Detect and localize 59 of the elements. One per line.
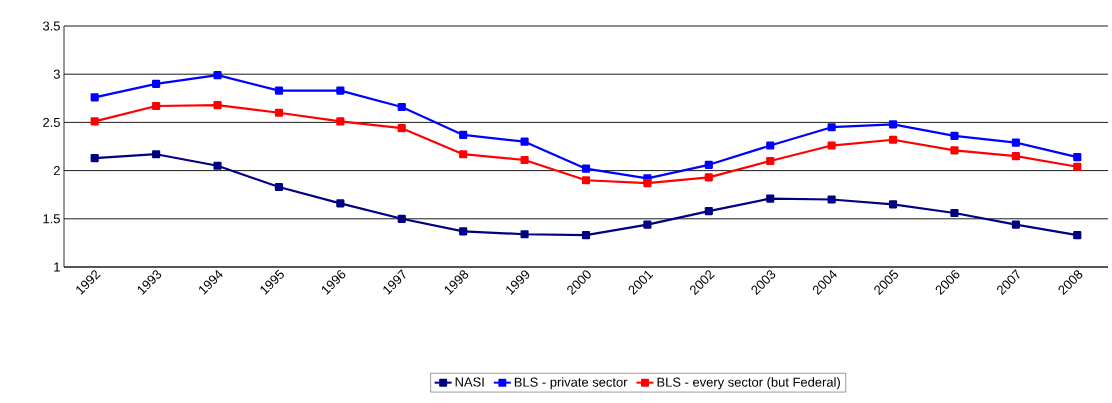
point [827,195,836,204]
point [766,141,775,150]
point [152,101,161,111]
point [950,208,959,218]
point [766,156,775,166]
point [1073,153,1082,162]
legend-label: NASI [455,377,484,387]
point [90,93,99,102]
point [336,199,345,208]
point [397,124,406,133]
point [520,230,529,239]
point [274,182,284,192]
point [274,108,284,117]
point [827,123,836,132]
point [1073,162,1082,171]
point [643,220,652,229]
point [459,227,468,236]
point [459,130,468,140]
point [520,137,529,146]
legend-label: BLS - private sector [514,377,628,390]
point [704,207,713,216]
y-tick-label: 2.5 [43,117,60,127]
point [459,150,468,159]
point [152,79,161,88]
point [581,176,591,185]
point [1011,152,1020,161]
point [152,150,161,159]
legend-label: BLS - every sector (but Federal) [657,377,840,390]
y-tick-label: 3.5 [42,21,60,31]
point [274,86,284,95]
point [950,131,959,140]
y-tick-label: 1 [54,262,60,272]
point [888,120,898,129]
y-tick-label: 1.5 [43,214,60,224]
point [827,141,836,150]
point [581,231,591,240]
point [704,173,713,182]
point [1073,231,1082,240]
point [1011,138,1020,147]
y-tick-label: 3 [53,69,60,79]
y-tick-label: 2 [53,166,60,176]
point [888,200,898,209]
point [643,179,652,188]
point [213,71,222,80]
point [888,135,898,144]
point [950,146,959,155]
point [397,214,406,223]
point [90,153,99,163]
point [336,86,345,95]
point [336,117,345,126]
point [397,102,406,112]
point [213,100,222,110]
point [213,161,222,170]
point [704,160,713,169]
point [581,164,591,173]
point [520,155,529,165]
point [1011,220,1020,229]
point [766,194,775,203]
point [90,117,99,126]
